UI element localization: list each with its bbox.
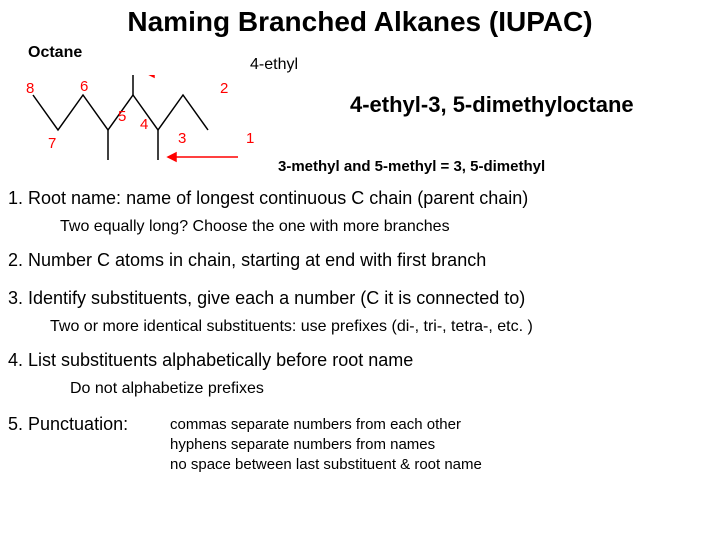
carbon-6: 6 (80, 78, 88, 95)
rule-5a: commas separate numbers from each other (170, 416, 461, 433)
carbon-7: 7 (48, 135, 56, 152)
rule-3-sub: Two or more identical substituents: use … (50, 318, 533, 336)
rule-5b: hyphens separate numbers from names (170, 436, 435, 453)
octane-label: Octane (28, 44, 82, 62)
rule-4-sub: Do not alphabetize prefixes (70, 380, 264, 398)
page-title: Naming Branched Alkanes (IUPAC) (0, 0, 720, 38)
carbon-3: 3 (178, 130, 186, 147)
rule-5: 5. Punctuation: (8, 414, 128, 435)
carbon-1: 1 (246, 130, 254, 147)
carbon-2: 2 (220, 80, 228, 97)
rule-1: 1. Root name: name of longest continuous… (8, 188, 528, 209)
rule-4: 4. List substituents alphabetically befo… (8, 350, 413, 371)
rule-1-sub: Two equally long? Choose the one with mo… (60, 218, 450, 236)
rule-2: 2. Number C atoms in chain, starting at … (8, 250, 486, 271)
rule-3: 3. Identify substituents, give each a nu… (8, 288, 525, 309)
dimethyl-note: 3-methyl and 5-methyl = 3, 5-dimethyl (278, 158, 545, 175)
carbon-5: 5 (118, 108, 126, 125)
carbon-4: 4 (140, 116, 148, 133)
four-ethyl-label: 4-ethyl (250, 56, 298, 74)
compound-name: 4-ethyl-3, 5-dimethyloctane (350, 92, 634, 118)
carbon-8: 8 (26, 80, 34, 97)
rule-5c: no space between last substituent & root… (170, 456, 482, 473)
